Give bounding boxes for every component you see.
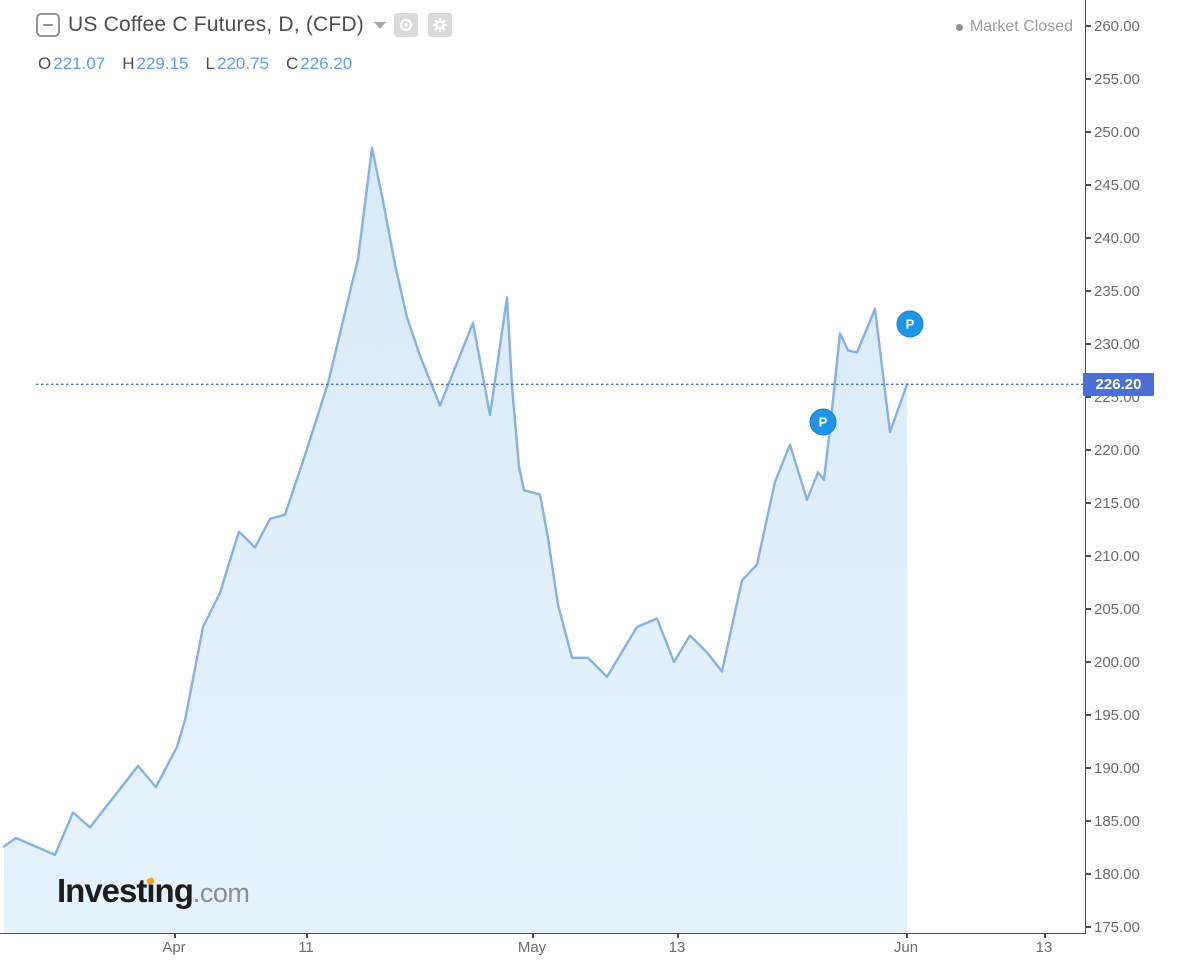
time-axis[interactable]: Apr 11 May 13 Jun 13: [0, 933, 1200, 960]
close-label: C: [285, 54, 299, 73]
price-tick: 190.00: [1085, 759, 1140, 777]
time-tick-mark: [532, 933, 534, 938]
event-marker-p[interactable]: P: [896, 310, 924, 338]
time-tick-mark: [906, 933, 908, 938]
price-tick: 200.00: [1085, 653, 1140, 671]
status-dot-icon: [955, 23, 963, 31]
logo-domain-suffix: .com: [192, 878, 250, 908]
time-tick-mark: [1044, 933, 1046, 938]
open-label: O: [38, 54, 52, 73]
settings-button[interactable]: [427, 13, 452, 37]
investing-watermark: Investıng .com: [57, 872, 250, 910]
ohlc-row: O 221.07 H 229.15 L 220.75 C 226.20: [38, 54, 369, 74]
close-value: 226.20: [300, 54, 353, 73]
time-tick-label: May: [517, 939, 547, 956]
time-tick-label: Apr: [162, 939, 186, 956]
price-tick: 220.00: [1085, 441, 1140, 459]
area-fill: [4, 147, 907, 933]
price-tick: 215.00: [1085, 494, 1140, 512]
time-tick-mark: [306, 933, 308, 938]
time-tick-label: 13: [668, 939, 686, 956]
price-axis[interactable]: 260.00 255.00 250.00 245.00 240.00 235.00 230.…: [1085, 0, 1200, 960]
svg-text:P: P: [906, 317, 915, 332]
price-tick: 180.00: [1085, 865, 1140, 883]
investing-logo: Investıng: [57, 872, 194, 909]
price-tick: 195.00: [1085, 706, 1140, 724]
price-tick: 210.00: [1085, 547, 1140, 565]
price-tick: 245.00: [1085, 176, 1140, 194]
time-tick-mark: [677, 933, 679, 938]
price-tick: 250.00: [1085, 123, 1140, 141]
gear-icon: [432, 18, 447, 32]
high-label: H: [122, 54, 135, 73]
snapshot-icon: [399, 18, 413, 32]
chart-header: US Coffee C Futures, D, (CFD): [36, 13, 452, 37]
price-tick: 205.00: [1085, 600, 1140, 618]
chevron-down-icon[interactable]: [373, 21, 386, 29]
market-status-text: Market Closed: [969, 18, 1073, 35]
time-tick-mark: [174, 933, 176, 938]
low-label: L: [205, 54, 215, 73]
time-axis-line: [0, 933, 1086, 934]
market-status: Market Closed: [955, 18, 1073, 36]
price-tick: 230.00: [1085, 335, 1140, 353]
event-marker-p[interactable]: P: [809, 408, 837, 436]
price-axis-line: [1085, 0, 1086, 933]
snapshot-button[interactable]: [393, 13, 418, 37]
low-value: 220.75: [216, 54, 269, 73]
open-value: 221.07: [53, 54, 106, 73]
logo-orange-dot-icon: ı: [146, 872, 155, 909]
time-tick-label: 11: [298, 939, 314, 956]
price-tick: 255.00: [1085, 70, 1140, 88]
collapse-button[interactable]: [36, 13, 60, 37]
price-tick: 240.00: [1085, 229, 1140, 247]
svg-text:P: P: [819, 415, 828, 430]
time-tick-label: 13: [1035, 939, 1053, 956]
high-value: 229.15: [136, 54, 189, 73]
minus-icon: [43, 24, 53, 26]
price-tick: 260.00: [1085, 17, 1140, 35]
chart-title: US Coffee C Futures, D, (CFD): [68, 13, 364, 36]
price-tick: 175.00: [1085, 918, 1140, 936]
price-tick: 185.00: [1085, 812, 1140, 830]
last-price-badge: 226.20: [1083, 372, 1154, 396]
price-tick: 235.00: [1085, 282, 1140, 300]
time-tick-label: Jun: [893, 939, 919, 956]
price-line: [2, 146, 909, 857]
